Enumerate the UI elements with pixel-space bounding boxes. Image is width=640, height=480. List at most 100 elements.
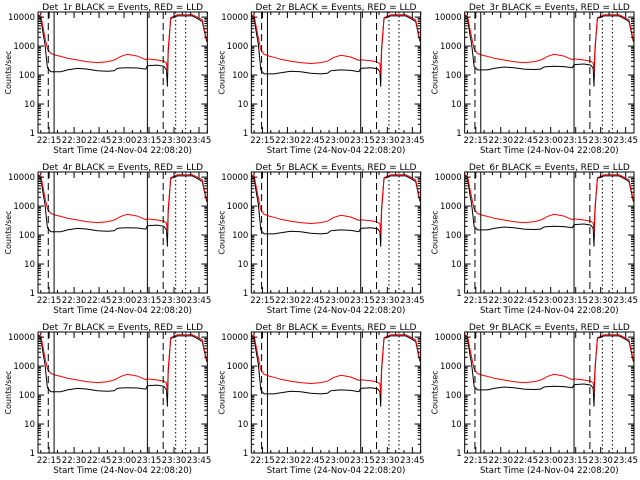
x-axis-label: Start Time (24-Nov-04 22:08:20) xyxy=(267,466,406,476)
y-axis-label: Counts/sec xyxy=(4,50,13,94)
plot-frame xyxy=(464,171,635,294)
y-tick-label: 100 xyxy=(445,391,461,401)
series-lld xyxy=(464,14,634,73)
y-tick-label: 1000 xyxy=(227,202,249,212)
x-tick-label: 22:30 xyxy=(275,456,300,466)
x-axis-label: Start Time (24-Nov-04 22:08:20) xyxy=(480,466,619,476)
panel-title: Det_1r BLACK = Events, RED = LLD xyxy=(42,3,203,13)
series-events xyxy=(464,334,634,407)
x-tick-label: 23:30 xyxy=(588,456,613,466)
x-tick-label: 23:15 xyxy=(563,136,588,146)
y-tick-label: 10000 xyxy=(435,173,462,183)
x-axis-label: Start Time (24-Nov-04 22:08:20) xyxy=(267,146,406,156)
x-tick-label: 23:30 xyxy=(588,136,613,146)
y-axis-label: Counts/sec xyxy=(217,210,226,254)
x-tick-label: 23:00 xyxy=(112,456,137,466)
panel-title: Det_8r BLACK = Events, RED = LLD xyxy=(256,323,417,333)
x-axis-label: Start Time (24-Nov-04 22:08:20) xyxy=(53,146,192,156)
x-tick-label: 23:00 xyxy=(538,136,563,146)
x-tick-label: 23:15 xyxy=(563,296,588,306)
y-tick-label: 1000 xyxy=(440,42,462,52)
y-tick-label: 10 xyxy=(238,260,249,270)
x-tick-label: 23:45 xyxy=(400,456,425,466)
panel-2: 1 10 100 1000 10000 22:15 22:30 22:45 23:00 23:15… xyxy=(217,3,424,156)
x-tick-label: 23:30 xyxy=(162,456,187,466)
y-tick-label: 10 xyxy=(238,100,249,110)
x-tick-label: 22:15 xyxy=(464,456,489,466)
x-tick-label: 22:30 xyxy=(489,136,514,146)
y-tick-label: 10000 xyxy=(435,13,462,23)
y-axis-label: Counts/sec xyxy=(217,370,226,414)
series-lld xyxy=(251,334,421,394)
x-tick-label: 22:30 xyxy=(489,296,514,306)
y-tick-label: 1 xyxy=(30,449,35,459)
series-events xyxy=(464,174,634,247)
y-tick-label: 100 xyxy=(232,231,248,241)
y-axis-label: Counts/sec xyxy=(431,370,440,414)
y-tick-label: 1000 xyxy=(227,42,249,52)
series-lld xyxy=(464,174,634,233)
panel-title: Det_3r BLACK = Events, RED = LLD xyxy=(469,3,630,13)
y-tick-label: 1 xyxy=(30,129,35,139)
series-events xyxy=(38,334,208,407)
x-tick-label: 23:30 xyxy=(162,296,187,306)
series-events xyxy=(38,14,208,87)
panel-3: 1 10 100 1000 10000 22:15 22:30 22:45 23:00 23:15… xyxy=(431,3,638,156)
y-tick-label: 10000 xyxy=(221,333,248,343)
x-tick-label: 23:00 xyxy=(112,296,137,306)
y-tick-label: 1000 xyxy=(13,362,35,372)
y-axis-label: Counts/sec xyxy=(4,210,13,254)
x-tick-label: 22:15 xyxy=(250,136,275,146)
y-tick-label: 1 xyxy=(456,449,461,459)
series-events xyxy=(251,14,421,87)
y-tick-label: 10000 xyxy=(8,173,35,183)
x-tick-label: 23:00 xyxy=(325,296,350,306)
y-tick-label: 100 xyxy=(19,71,35,81)
x-tick-label: 23:00 xyxy=(325,136,350,146)
x-tick-label: 23:00 xyxy=(325,456,350,466)
y-tick-label: 10 xyxy=(24,100,35,110)
y-tick-label: 10000 xyxy=(8,13,35,23)
x-tick-label: 22:45 xyxy=(300,296,325,306)
x-tick-label: 22:15 xyxy=(37,136,62,146)
x-tick-label: 23:45 xyxy=(613,136,638,146)
x-tick-label: 22:15 xyxy=(250,456,275,466)
x-axis-label: Start Time (24-Nov-04 22:08:20) xyxy=(53,466,192,476)
x-tick-label: 23:45 xyxy=(187,136,212,146)
x-tick-label: 23:15 xyxy=(350,136,375,146)
panel-title: Det_4r BLACK = Events, RED = LLD xyxy=(42,163,203,173)
y-tick-label: 10000 xyxy=(435,333,462,343)
y-tick-label: 1000 xyxy=(227,362,249,372)
x-tick-label: 22:30 xyxy=(489,456,514,466)
plot-frame xyxy=(250,331,422,454)
panel-title: Det_6r BLACK = Events, RED = LLD xyxy=(469,163,630,173)
series-events xyxy=(464,14,634,87)
x-axis-label: Start Time (24-Nov-04 22:08:20) xyxy=(480,146,619,156)
plot-frame xyxy=(464,11,635,134)
x-tick-label: 22:45 xyxy=(513,296,538,306)
x-tick-label: 23:30 xyxy=(375,136,400,146)
series-lld xyxy=(38,334,208,393)
y-axis-label: Counts/sec xyxy=(431,50,440,94)
y-tick-label: 10 xyxy=(238,420,249,430)
x-tick-label: 23:15 xyxy=(137,456,162,466)
y-tick-label: 10000 xyxy=(221,13,248,23)
x-tick-label: 23:45 xyxy=(187,456,212,466)
panel-1: 1 10 100 1000 10000 22:15 22:30 22:45 23:00 23:15… xyxy=(4,3,211,156)
x-tick-label: 23:30 xyxy=(162,136,187,146)
y-tick-label: 1 xyxy=(456,289,461,299)
y-tick-label: 1000 xyxy=(440,362,462,372)
panel-title: Det_7r BLACK = Events, RED = LLD xyxy=(42,323,203,333)
panel-4: 1 10 100 1000 10000 22:15 22:30 22:45 23:00 23:15… xyxy=(4,163,211,316)
x-tick-label: 22:30 xyxy=(62,136,87,146)
x-tick-label: 22:15 xyxy=(464,136,489,146)
y-tick-label: 100 xyxy=(19,391,35,401)
y-tick-label: 1000 xyxy=(13,42,35,52)
y-axis-label: Counts/sec xyxy=(217,50,226,94)
series-lld xyxy=(464,334,634,393)
y-axis-label: Counts/sec xyxy=(431,210,440,254)
x-tick-label: 22:45 xyxy=(300,456,325,466)
y-tick-label: 10 xyxy=(24,420,35,430)
series-lld xyxy=(38,174,208,233)
